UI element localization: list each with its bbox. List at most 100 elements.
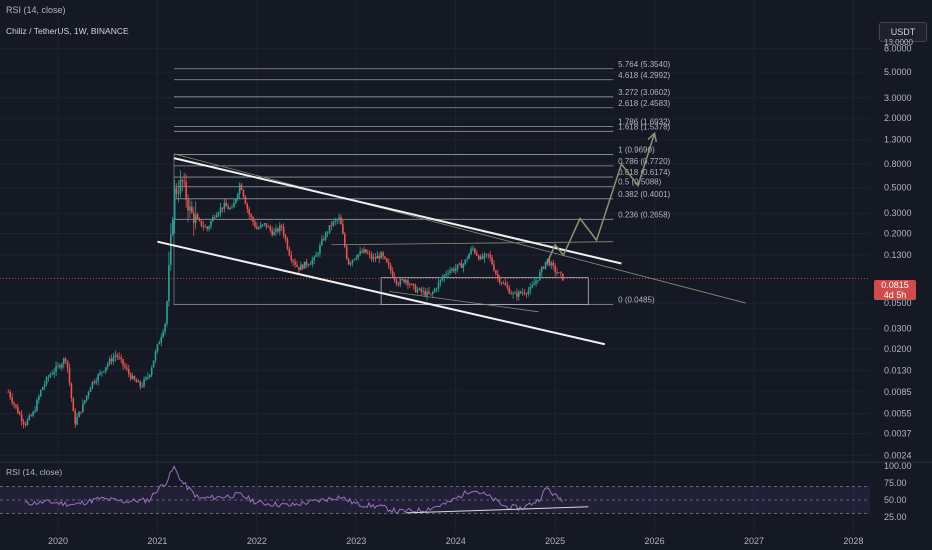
price-axis[interactable]: 8.0000 5.0000 3.0000 2.0000 1.3000 0.8000 0.50… <box>884 44 912 461</box>
candle-body <box>561 273 564 281</box>
rsi-label: RSI (14, close) <box>6 467 63 477</box>
candle-body <box>502 283 505 284</box>
candle-body <box>357 254 359 258</box>
candle-body <box>145 377 147 380</box>
candle-body <box>9 391 11 398</box>
candle-body <box>535 280 537 284</box>
candle-body <box>227 206 229 210</box>
candle-body <box>422 290 425 292</box>
candle-body <box>164 323 166 332</box>
candle-body <box>474 248 476 254</box>
candlestick-series[interactable] <box>7 170 564 429</box>
descending-channel[interactable] <box>157 157 622 346</box>
candle-body <box>495 270 497 275</box>
candle-body <box>300 264 302 271</box>
candle-body <box>154 351 157 361</box>
channel-lower-line <box>157 240 606 346</box>
rsi-divergence-line <box>405 506 589 514</box>
projection-path[interactable] <box>546 132 656 264</box>
candle-body <box>401 279 403 281</box>
candle-body <box>160 336 163 343</box>
y-tick-label: 0.1300 <box>884 250 912 260</box>
candle-body <box>246 203 249 210</box>
candle-body <box>483 254 486 259</box>
y-tick-label: 8.0000 <box>884 44 912 54</box>
candle-body <box>137 381 140 383</box>
rsi-tick-label: 100.00 <box>884 461 912 471</box>
candle-body <box>523 292 526 294</box>
candle-body <box>395 279 398 284</box>
candle-body <box>334 220 337 222</box>
candle-body <box>556 272 558 274</box>
candle-body <box>456 264 459 269</box>
candle-body <box>496 274 499 278</box>
fib-level-label: 2.618 (2.4583) <box>618 99 670 108</box>
candle-body <box>64 358 67 361</box>
candle-body <box>18 413 21 415</box>
candle-body <box>493 264 495 271</box>
candle-body <box>384 256 386 259</box>
candle-body <box>294 261 296 265</box>
candle-body <box>213 217 216 218</box>
candle-body <box>508 287 511 294</box>
candle-body <box>74 411 77 425</box>
candle-body <box>439 279 442 283</box>
rsi-pane[interactable]: 100.00 75.00 50.00 25.00 <box>0 461 912 522</box>
candle-body <box>472 248 474 250</box>
candle-body <box>202 225 205 227</box>
candle-body <box>269 226 272 231</box>
candle-body <box>217 212 220 216</box>
candle-body <box>560 272 562 274</box>
candle-body <box>282 227 285 236</box>
candle-body <box>32 412 34 416</box>
currency-button[interactable]: USDT <box>879 22 927 42</box>
time-axis[interactable]: 2020 2021 2022 2023 2024 2025 2026 2027 2028 <box>48 536 863 546</box>
candle-body <box>181 180 184 182</box>
candle-body <box>433 289 436 293</box>
candle-body <box>324 232 327 240</box>
candle-body <box>430 293 432 295</box>
candle-body <box>17 407 19 414</box>
candle-body <box>240 184 243 190</box>
candle-body <box>416 289 419 293</box>
candle-body <box>462 264 465 268</box>
y-tick-label: 0.5000 <box>884 183 912 193</box>
candle-body <box>521 292 524 294</box>
candle-body <box>231 207 233 209</box>
candle-body <box>11 397 13 403</box>
top-indicator-label: RSI (14, close) <box>6 5 66 15</box>
candle-body <box>399 279 402 285</box>
candle-body <box>238 184 241 194</box>
candle-body <box>527 290 530 294</box>
candle-body <box>175 188 178 194</box>
candle-body <box>344 234 346 247</box>
candle-body <box>185 181 187 200</box>
candle-body <box>498 277 501 283</box>
fib-level-label: 0.618 (0.6174) <box>618 168 670 177</box>
candle-body <box>449 270 451 274</box>
candle-body <box>55 365 57 372</box>
candle-body <box>435 288 438 290</box>
fib-level-label: 4.618 (4.2992) <box>618 71 670 80</box>
candle-body <box>319 245 321 254</box>
candle-body <box>219 207 222 213</box>
candle-body <box>196 214 199 219</box>
candle-body <box>126 367 128 370</box>
candle-body <box>223 202 226 209</box>
y-tick-label: 5.0000 <box>884 67 912 77</box>
x-tick-label: 2022 <box>247 536 267 546</box>
candle-body <box>500 282 503 284</box>
candle-body <box>491 257 493 265</box>
candle-body <box>409 284 411 286</box>
candle-body <box>518 291 520 297</box>
candle-body <box>208 226 210 230</box>
candle-body <box>412 283 415 286</box>
candle-body <box>252 216 254 222</box>
candle-body <box>187 199 189 211</box>
candle-body <box>89 387 92 393</box>
fibonacci-retracement[interactable]: 5.764 (5.3540) 4.618 (4.2992) 3.272 (3.060… <box>173 60 671 305</box>
candle-body <box>542 267 545 269</box>
candle-body <box>313 256 316 261</box>
